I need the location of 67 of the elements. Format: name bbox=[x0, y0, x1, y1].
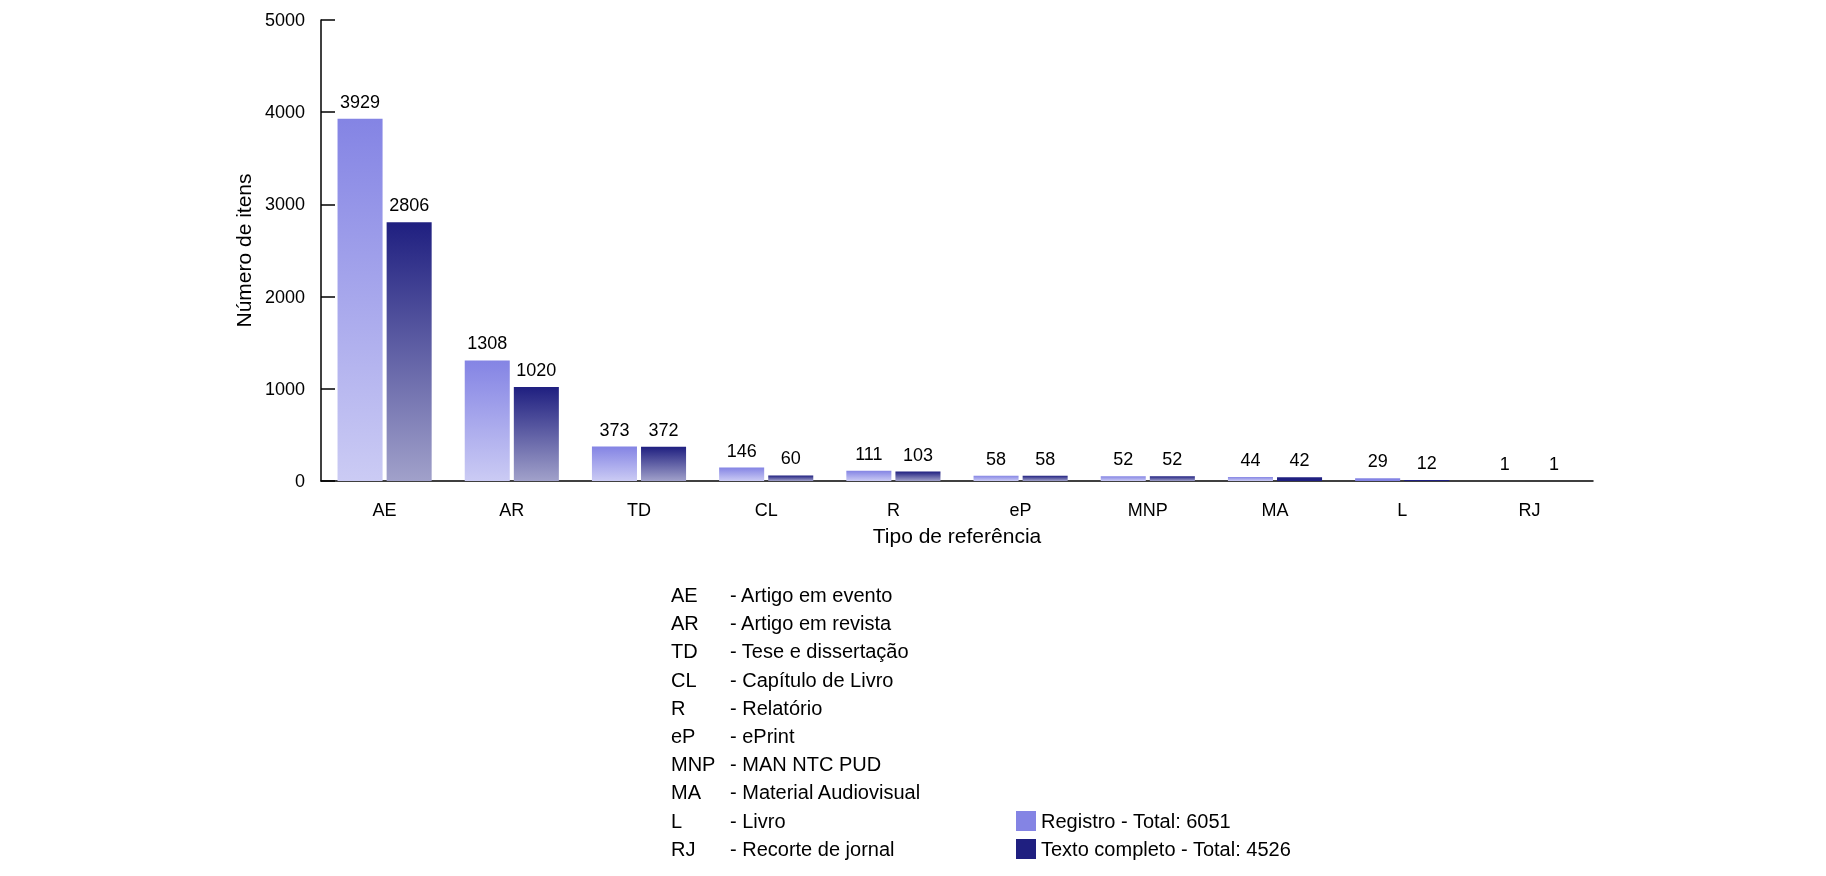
x-tick-label: AR bbox=[499, 500, 525, 520]
bar bbox=[337, 118, 383, 481]
x-tick-label: AE bbox=[372, 500, 397, 520]
y-tick-label: 5000 bbox=[264, 10, 305, 30]
bar bbox=[1277, 477, 1323, 481]
bar bbox=[641, 446, 687, 481]
bar bbox=[513, 386, 559, 481]
text: CL - Capítulo de Livro bbox=[671, 668, 894, 691]
data-label: 1020 bbox=[516, 359, 557, 380]
text: AE - Artigo em evento bbox=[671, 584, 893, 606]
bar bbox=[386, 222, 432, 481]
data-label: 58 bbox=[986, 448, 1007, 469]
bar bbox=[719, 467, 765, 481]
data-label: 58 bbox=[1035, 448, 1056, 469]
bar bbox=[895, 471, 941, 481]
y-axis-title: Número de itens bbox=[232, 173, 256, 328]
data-label: 146 bbox=[726, 440, 757, 461]
data-label: 372 bbox=[648, 419, 679, 440]
data-label: 1308 bbox=[467, 333, 508, 354]
text: TD - Tese e dissertação bbox=[671, 640, 909, 663]
data-label: 12 bbox=[1416, 452, 1437, 473]
text: RJ - Recorte de jornal bbox=[671, 837, 895, 860]
legend-label: Registro - Total: 6051 bbox=[1041, 810, 1231, 832]
bar bbox=[591, 446, 637, 481]
data-label: 373 bbox=[599, 419, 630, 440]
legend-label: Texto completo - Total: 4526 bbox=[1041, 838, 1291, 860]
x-tick-label: RJ bbox=[1518, 500, 1541, 520]
x-tick-label: eP bbox=[1009, 500, 1032, 520]
bar bbox=[846, 470, 892, 481]
x-tick-label: CL bbox=[754, 500, 778, 520]
data-label: 1 bbox=[1548, 453, 1559, 474]
bar bbox=[464, 360, 510, 481]
x-tick-label: L bbox=[1397, 500, 1408, 520]
text: eP - ePrint bbox=[671, 725, 795, 747]
data-label: 2806 bbox=[389, 195, 430, 216]
y-tick-label: 4000 bbox=[264, 102, 305, 123]
data-label: 42 bbox=[1289, 450, 1310, 471]
text: AR - Artigo em revista bbox=[671, 612, 892, 635]
x-tick-label: MNP bbox=[1127, 500, 1168, 520]
data-label: 60 bbox=[780, 448, 801, 469]
text: L - Livro bbox=[671, 809, 786, 832]
text: MA - Material Audiovisual bbox=[671, 781, 921, 804]
x-tick-label: TD bbox=[627, 500, 651, 520]
data-label: 3929 bbox=[340, 91, 381, 112]
data-label: 1 bbox=[1499, 453, 1510, 474]
y-tick-label: 0 bbox=[294, 471, 305, 491]
bar bbox=[1100, 476, 1146, 481]
data-label: 29 bbox=[1367, 451, 1388, 472]
x-axis-title: Tipo de referência bbox=[872, 524, 1042, 547]
bar bbox=[768, 475, 814, 481]
data-label: 52 bbox=[1162, 449, 1183, 470]
bar bbox=[1022, 475, 1068, 481]
y-tick-label: 2000 bbox=[264, 286, 305, 307]
bar bbox=[1227, 476, 1273, 481]
bar bbox=[973, 475, 1019, 481]
text: MNP - MAN NTC PUD bbox=[671, 753, 882, 776]
bar bbox=[1355, 478, 1401, 481]
data-label: 103 bbox=[902, 444, 933, 465]
y-tick-label: 3000 bbox=[264, 194, 305, 215]
data-label: 111 bbox=[855, 443, 883, 464]
data-label: 52 bbox=[1113, 449, 1134, 470]
text: R - Relatório bbox=[671, 696, 823, 719]
data-label: 44 bbox=[1240, 449, 1261, 470]
x-tick-label: R bbox=[886, 500, 900, 520]
bar bbox=[1149, 476, 1195, 481]
y-tick-label: 1000 bbox=[264, 378, 305, 399]
x-tick-label: MA bbox=[1261, 500, 1289, 520]
